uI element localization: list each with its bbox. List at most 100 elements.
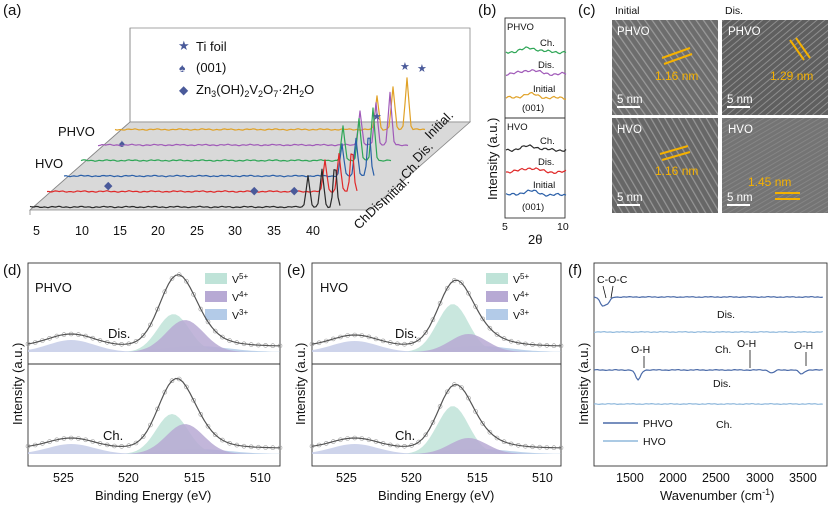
x-tick: 40 <box>306 224 320 238</box>
panel-f-spectra <box>593 296 823 405</box>
xps-band-satellite <box>312 341 561 352</box>
panel-b: (b) Intensity (a.u.) PHVO Ch. Dis. Initi… <box>478 2 569 247</box>
x-tick: 35 <box>267 224 281 238</box>
panel-d-sample: PHVO <box>35 280 72 295</box>
xps-data-point <box>494 332 500 337</box>
xrd-peak-marker: ♠ <box>119 138 125 150</box>
panel-b-label: (001) <box>522 202 544 213</box>
panel-e-legend: V5+ V4+ V3+ <box>486 272 529 322</box>
xps-data-point <box>198 306 204 312</box>
xps-envelope <box>311 384 561 449</box>
panel-d: (d) PHVO V5+ V4+ V3+ Dis. Ch. 525 520 51… <box>3 262 283 503</box>
x-tick: 10 <box>557 221 569 233</box>
panel-letter-f: (f) <box>568 262 582 279</box>
tem-image-hvo-dis <box>722 118 828 213</box>
xps-data-point <box>437 404 443 409</box>
annotation-arrow <box>602 285 607 299</box>
x-tick: 3500 <box>789 471 817 485</box>
scale-bar-label: 5 nm <box>617 94 643 106</box>
xps-data-point <box>155 406 160 412</box>
tem-image-phvo-initial <box>612 20 718 115</box>
xrd-trace <box>29 168 341 209</box>
xps-data-point <box>430 317 436 323</box>
state-label: Ch. <box>395 428 415 443</box>
group-label-phvo: PHVO <box>58 124 95 139</box>
xps-data-point <box>473 304 478 309</box>
panel-e-y-title: Intensity (a.u.) <box>293 343 308 425</box>
panel-d-y-title: Intensity (a.u.) <box>10 343 25 425</box>
panel-b-traces <box>505 46 567 197</box>
panel-a: (a) ★ Ti foil ♠ (001) ◆ Zn3(OH)2V2O7·2H2… <box>3 2 472 238</box>
xrd-traces: ◆ ◆ ◆ ♠ ★ ★ ★ <box>29 61 427 209</box>
legend-swatch-v3 <box>205 309 227 320</box>
state-label: Ch. <box>103 428 123 443</box>
legend-swatch-v4 <box>486 291 508 302</box>
panel-b-trace <box>505 46 567 55</box>
annotation-arrow <box>610 285 614 299</box>
legend-v5: V5+ <box>513 272 529 286</box>
panel-letter-c: (c) <box>578 2 596 19</box>
panel-e-sample: HVO <box>320 280 348 295</box>
x-tick: 515 <box>467 471 488 485</box>
lattice-spacing: 1.16 nm <box>655 69 698 83</box>
tem-image-phvo-dis <box>722 20 828 115</box>
xps-band-satellite <box>312 444 561 454</box>
xps-data-point <box>423 432 429 438</box>
panel-f-frame <box>593 262 828 467</box>
xps-data-point <box>162 389 168 395</box>
annotation-coc: C-O-C <box>597 274 628 286</box>
xps-data-point <box>444 389 450 395</box>
annotation-oh: O-H <box>631 344 650 356</box>
panel-b-x-title: 2θ <box>528 232 542 247</box>
annotation-oh: O-H <box>794 340 813 352</box>
x-tick: 520 <box>401 471 422 485</box>
xps-data-point <box>487 429 493 435</box>
xps-data-point <box>466 290 471 296</box>
panel-b-label: (001) <box>522 103 544 114</box>
xps-data-point <box>169 378 175 384</box>
xps-data-point <box>501 336 507 341</box>
x-tick: 15 <box>113 224 127 238</box>
xps-data-point <box>133 440 139 446</box>
legend-v3: V3+ <box>513 308 529 322</box>
group-label-hvo: HVO <box>35 156 63 171</box>
ftir-trace <box>593 296 823 307</box>
panel-b-phvo-title: PHVO <box>507 22 534 33</box>
lattice-marker <box>663 53 693 65</box>
panel-letter-d: (d) <box>3 262 21 279</box>
panel-b-label: Dis. <box>538 157 554 168</box>
lattice-marker <box>661 47 691 59</box>
xps-data-point <box>169 276 175 281</box>
x-tick: 525 <box>336 471 357 485</box>
xps-band-v4 <box>28 320 280 352</box>
legend-v3: V3+ <box>232 308 248 322</box>
panel-b-trace <box>505 144 567 152</box>
x-tick: 525 <box>53 471 74 485</box>
xps-data-point <box>140 333 146 338</box>
xps-data-point <box>459 385 464 390</box>
panel-b-hvo-title: HVO <box>507 122 528 133</box>
xps-envelope <box>27 274 280 347</box>
panel-b-trace <box>506 167 567 174</box>
legend-phvo: PHVO <box>643 418 673 430</box>
panel-d-legend: V5+ V4+ V3+ <box>205 272 248 322</box>
panel-b-label: Ch. <box>540 38 555 49</box>
ftir-trace <box>593 369 823 381</box>
star-icon: ★ <box>178 38 190 53</box>
panel-e: (e) HVO V5+ V4+ V3+ Dis. Ch. 525 520 515… <box>287 262 564 503</box>
x-tick: 3000 <box>746 471 774 485</box>
xps-band-v4 <box>312 438 561 454</box>
xps-data-point <box>212 432 218 438</box>
panel-b-label: Initial <box>533 84 555 95</box>
xps-data-point <box>416 439 422 445</box>
state-label: Ch. <box>716 419 732 431</box>
panel-d-x-title: Binding Energy (eV) <box>95 488 211 503</box>
xps-band-satellite <box>28 340 280 352</box>
state-label: Dis. <box>717 309 735 321</box>
xps-data-point <box>155 306 160 312</box>
scale-bar-label: 5 nm <box>727 192 753 204</box>
xps-data-point <box>191 292 196 297</box>
state-label: Dis. <box>395 326 417 341</box>
panel-d-frame <box>27 262 281 467</box>
